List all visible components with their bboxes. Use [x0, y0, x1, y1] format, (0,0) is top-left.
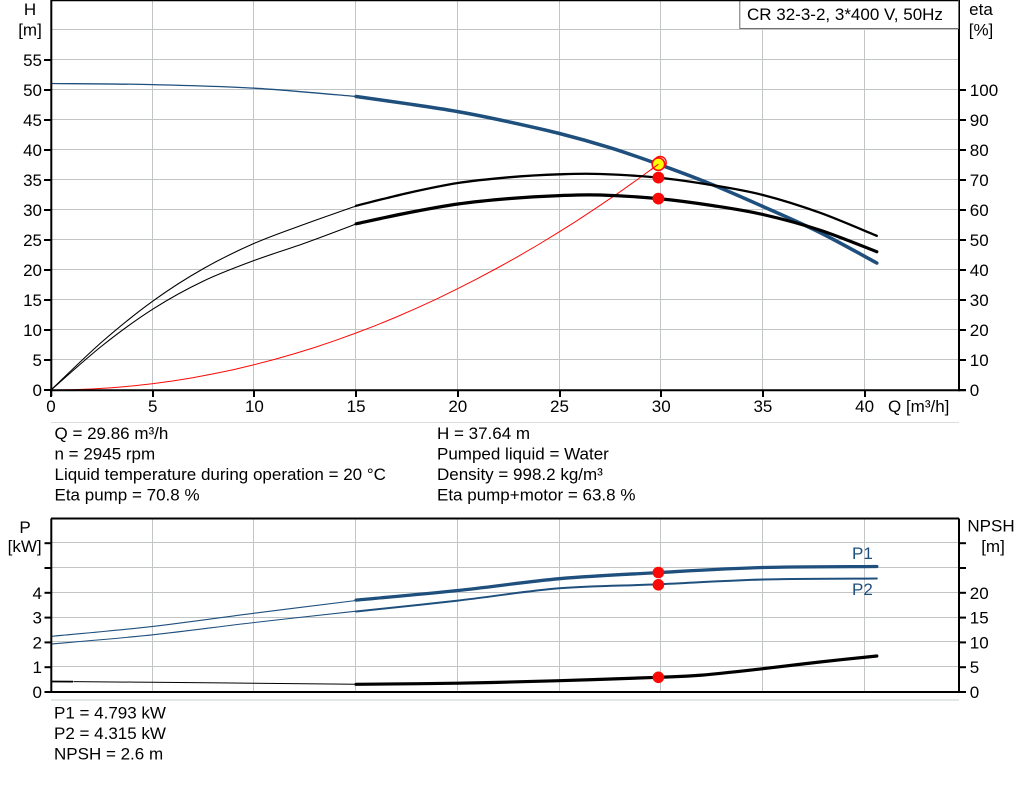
- svg-text:H: H: [24, 0, 36, 19]
- svg-text:Eta pump+motor = 63.8 %: Eta pump+motor = 63.8 %: [437, 485, 635, 504]
- svg-text:50: 50: [23, 81, 42, 100]
- svg-text:2: 2: [33, 633, 42, 652]
- svg-text:0: 0: [46, 397, 55, 416]
- svg-text:0: 0: [33, 381, 42, 400]
- svg-text:H = 37.64 m: H = 37.64 m: [437, 424, 530, 443]
- svg-text:40: 40: [970, 261, 989, 280]
- svg-text:60: 60: [970, 201, 989, 220]
- svg-text:5: 5: [33, 351, 42, 370]
- svg-text:30: 30: [652, 397, 671, 416]
- svg-text:[m]: [m]: [981, 537, 1005, 556]
- svg-text:40: 40: [23, 141, 42, 160]
- svg-text:P1: P1: [852, 544, 873, 563]
- svg-text:[%]: [%]: [969, 21, 994, 40]
- svg-text:20: 20: [23, 261, 42, 280]
- svg-text:10: 10: [245, 397, 264, 416]
- svg-text:25: 25: [550, 397, 569, 416]
- svg-text:90: 90: [970, 111, 989, 130]
- svg-text:80: 80: [970, 141, 989, 160]
- svg-text:45: 45: [23, 111, 42, 130]
- svg-text:Liquid temperature during oper: Liquid temperature during operation = 20…: [55, 465, 386, 484]
- svg-text:P1 = 4.793 kW: P1 = 4.793 kW: [54, 704, 166, 723]
- svg-text:Q [m³/h]: Q [m³/h]: [888, 397, 949, 416]
- svg-text:n = 2945 rpm: n = 2945 rpm: [55, 445, 156, 464]
- svg-text:0: 0: [33, 683, 42, 702]
- svg-text:15: 15: [23, 291, 42, 310]
- svg-text:35: 35: [753, 397, 772, 416]
- svg-text:0: 0: [970, 381, 979, 400]
- svg-text:20: 20: [448, 397, 467, 416]
- svg-text:10: 10: [970, 351, 989, 370]
- svg-text:4: 4: [33, 584, 42, 603]
- svg-text:NPSH: NPSH: [967, 517, 1014, 536]
- svg-text:10: 10: [970, 633, 989, 652]
- svg-text:30: 30: [970, 291, 989, 310]
- svg-text:P: P: [19, 518, 30, 537]
- svg-text:70: 70: [970, 171, 989, 190]
- svg-text:Eta pump = 70.8 %: Eta pump = 70.8 %: [55, 485, 200, 504]
- svg-text:5: 5: [970, 658, 979, 677]
- svg-text:20: 20: [970, 584, 989, 603]
- svg-text:20: 20: [970, 321, 989, 340]
- svg-text:1: 1: [33, 658, 42, 677]
- svg-text:P2 = 4.315 kW: P2 = 4.315 kW: [54, 724, 166, 743]
- svg-text:0: 0: [970, 683, 979, 702]
- svg-text:10: 10: [23, 321, 42, 340]
- svg-text:CR 32-3-2, 3*400 V, 50Hz: CR 32-3-2, 3*400 V, 50Hz: [747, 5, 943, 24]
- svg-text:Density = 998.2 kg/m³: Density = 998.2 kg/m³: [437, 465, 603, 484]
- svg-text:50: 50: [970, 231, 989, 250]
- svg-text:[m]: [m]: [18, 21, 42, 40]
- svg-text:100: 100: [970, 81, 998, 100]
- svg-text:eta: eta: [969, 0, 993, 19]
- svg-text:40: 40: [855, 397, 874, 416]
- svg-text:P2: P2: [852, 580, 873, 599]
- svg-text:25: 25: [23, 231, 42, 250]
- svg-text:NPSH = 2.6 m: NPSH = 2.6 m: [54, 745, 163, 764]
- svg-text:Pumped liquid = Water: Pumped liquid = Water: [437, 445, 609, 464]
- svg-text:[kW]: [kW]: [8, 537, 42, 556]
- svg-text:15: 15: [347, 397, 366, 416]
- svg-text:30: 30: [23, 201, 42, 220]
- svg-text:55: 55: [23, 51, 42, 70]
- svg-text:3: 3: [33, 609, 42, 628]
- svg-text:Q = 29.86 m³/h: Q = 29.86 m³/h: [55, 424, 169, 443]
- svg-text:5: 5: [148, 397, 157, 416]
- svg-text:15: 15: [970, 609, 989, 628]
- svg-text:35: 35: [23, 171, 42, 190]
